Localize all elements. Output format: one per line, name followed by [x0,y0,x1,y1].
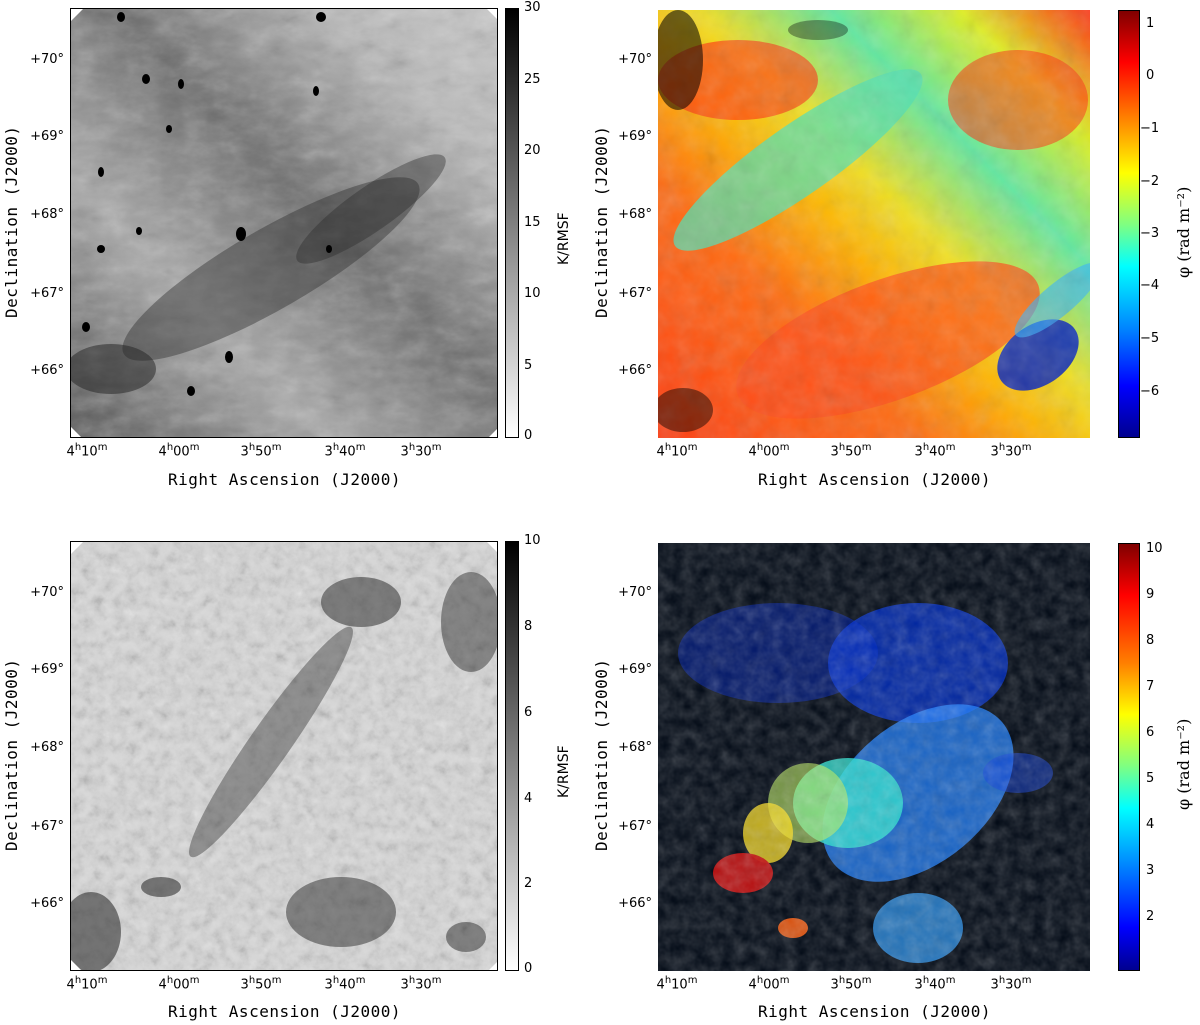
colorbar-tick: −6 [1140,384,1160,399]
colorbar-tick: 25 [524,72,541,87]
x-tick-label: 4h00m [158,442,200,460]
colorbar-tick: 0 [1146,68,1155,83]
y-tick-label: +67° [618,286,652,301]
x-axis-title: Right Ascension (J2000) [168,1002,402,1021]
colorbar-tick: 5 [1146,771,1155,786]
x-tick-label: 3h50m [240,442,282,460]
colorbar-tick: 7 [1146,679,1155,694]
y-tick-label: +68° [618,207,652,222]
colorbar-tick: −1 [1140,121,1160,136]
colorbar-tick: 8 [1146,633,1155,648]
x-tick-label: 4h00m [748,442,790,460]
colorbar-tick: 10 [524,286,541,301]
colorbar-tick: 2 [1146,909,1155,924]
x-tick-label: 4h00m [158,975,200,993]
colorbar-top-right [1118,10,1140,438]
colorbar-tick: 30 [524,0,541,15]
y-tick-label: +66° [618,896,652,911]
colorbar-tick: 4 [524,791,533,806]
colorbar-tick: −2 [1140,174,1160,189]
y-tick-label: +67° [30,286,64,301]
colorbar-tick: 4 [1146,817,1155,832]
colorbar-tick: −5 [1140,331,1160,346]
y-tick-label: +70° [30,52,64,67]
y-tick-label: +66° [618,363,652,378]
y-tick-label: +69° [30,662,64,677]
y-axis-title: Declination (J2000) [592,658,611,851]
y-axis-title: Declination (J2000) [2,125,21,318]
y-axis-title: Declination (J2000) [592,125,611,318]
y-tick-label: +66° [30,896,64,911]
y-tick-label: +69° [618,662,652,677]
x-tick-label: 3h30m [400,975,442,993]
colorbar-tick: 15 [524,215,541,230]
colorbar-label: K/RMSF [556,745,572,798]
y-tick-label: +69° [618,129,652,144]
colorbar-bottom-right [1118,543,1140,971]
intensity-map-bottom [70,541,498,971]
y-tick-label: +69° [30,129,64,144]
x-tick-label: 4h10m [656,975,698,993]
colorbar-tick: 20 [524,143,541,158]
x-tick-label: 3h30m [990,442,1032,460]
x-tick-label: 3h30m [990,975,1032,993]
colorbar-tick: 10 [524,533,541,548]
colorbar-label: φ (rad m⁻²) [1174,186,1193,278]
x-tick-label: 3h50m [240,975,282,993]
x-axis-title: Right Ascension (J2000) [168,470,402,489]
x-tick-label: 3h40m [324,975,366,993]
x-axis-title: Right Ascension (J2000) [758,1002,992,1021]
colorbar-tick: 3 [1146,863,1155,878]
colorbar-tick: 6 [524,705,533,720]
colorbar-tick: 0 [524,428,533,443]
y-tick-label: +66° [30,363,64,378]
colorbar-bottom-left [505,541,519,971]
colorbar-top-left [505,8,519,438]
y-tick-label: +68° [30,740,64,755]
y-tick-label: +68° [618,740,652,755]
rm-map-bottom [658,543,1090,971]
x-tick-label: 3h50m [830,975,872,993]
intensity-map-top [70,8,498,438]
colorbar-tick: 9 [1146,587,1155,602]
x-tick-label: 3h40m [324,442,366,460]
colorbar-tick: 1 [1146,16,1155,31]
colorbar-tick: −3 [1140,226,1160,241]
x-tick-label: 3h50m [830,442,872,460]
y-tick-label: +70° [618,52,652,67]
colorbar-tick: 8 [524,619,533,634]
colorbar-tick: −4 [1140,278,1160,293]
x-tick-label: 3h40m [914,975,956,993]
colorbar-tick: 5 [524,358,533,373]
colorbar-tick: 6 [1146,725,1155,740]
y-axis-title: Declination (J2000) [2,658,21,851]
y-tick-label: +68° [30,207,64,222]
x-tick-label: 4h10m [66,442,108,460]
x-tick-label: 3h40m [914,442,956,460]
colorbar-label: φ (rad m⁻²) [1174,718,1193,810]
y-tick-label: +67° [30,819,64,834]
x-tick-label: 4h10m [66,975,108,993]
colorbar-tick: 0 [524,961,533,976]
y-tick-label: +70° [30,585,64,600]
colorbar-label: K/RMSF [556,212,572,265]
colorbar-tick: 10 [1146,541,1163,556]
rm-map-top [658,10,1090,438]
x-axis-title: Right Ascension (J2000) [758,470,992,489]
colorbar-tick: 2 [524,876,533,891]
x-tick-label: 4h00m [748,975,790,993]
x-tick-label: 3h30m [400,442,442,460]
y-tick-label: +70° [618,585,652,600]
x-tick-label: 4h10m [656,442,698,460]
y-tick-label: +67° [618,819,652,834]
